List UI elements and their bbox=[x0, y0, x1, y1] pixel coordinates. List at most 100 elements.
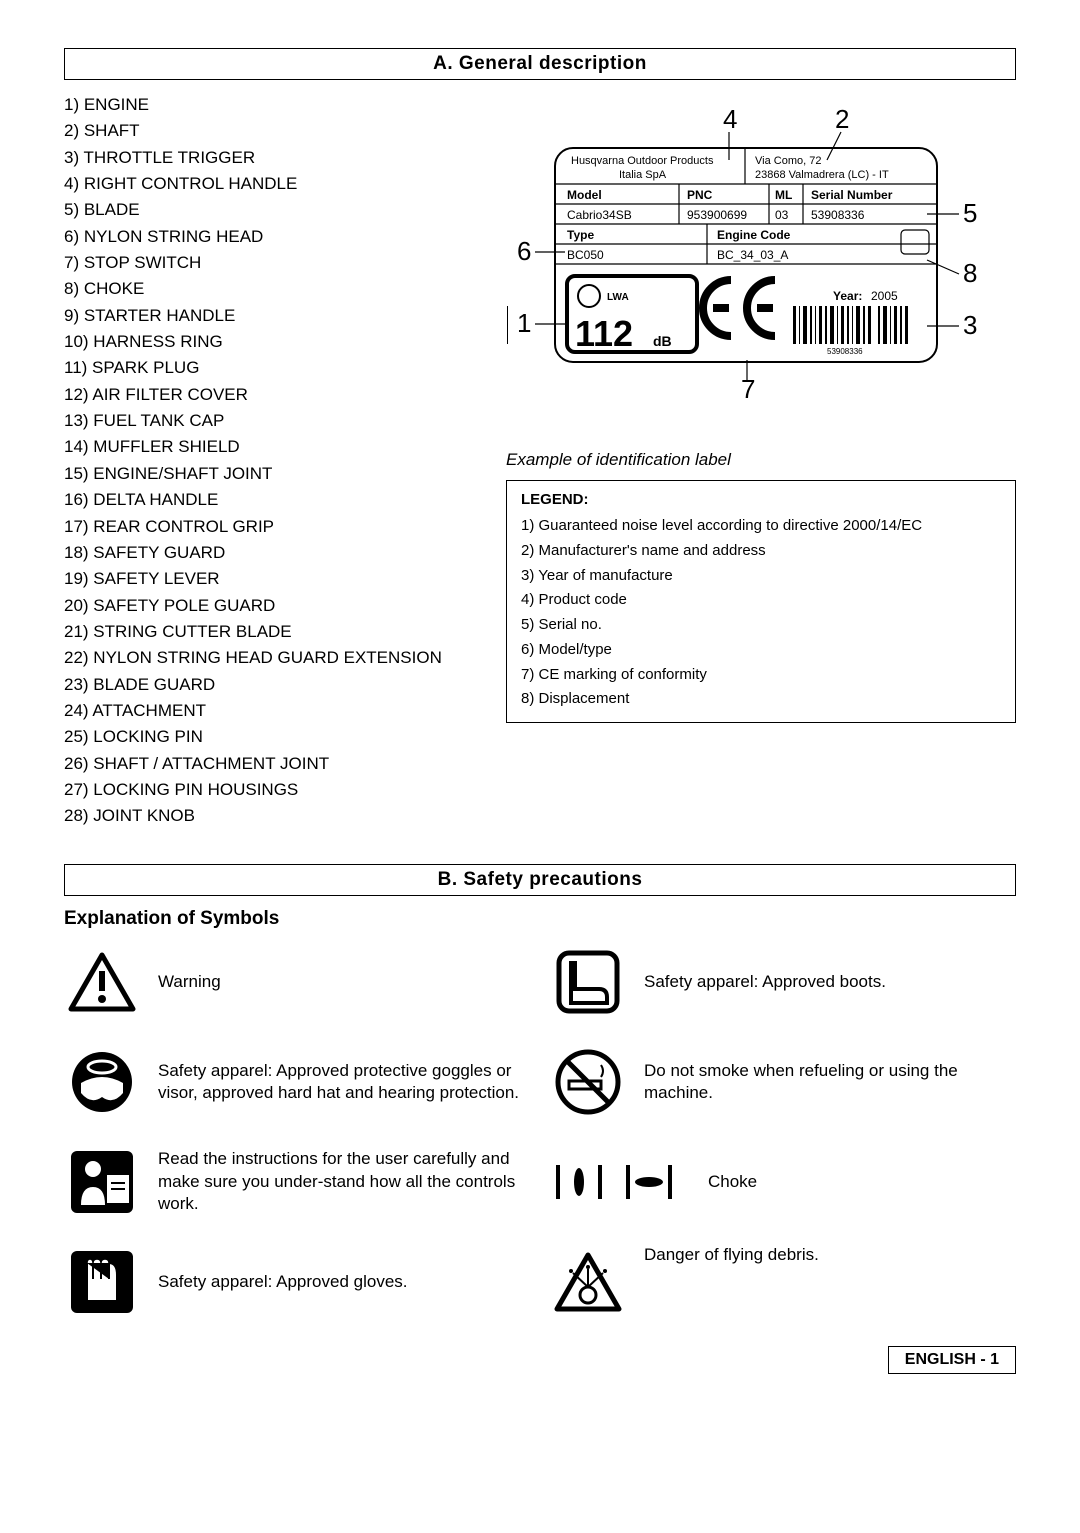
label-caption: Example of identification label bbox=[506, 450, 1016, 470]
part-item: 22) NYLON STRING HEAD GUARD EXTENSION bbox=[64, 645, 454, 671]
parts-column: 1) ENGINE 2) SHAFT 3) THROTTLE TRIGGER 4… bbox=[64, 92, 454, 830]
part-item: 9) STARTER HANDLE bbox=[64, 303, 454, 329]
callout-4: 4 bbox=[723, 104, 737, 134]
part-item: 28) JOINT KNOB bbox=[64, 803, 454, 829]
label-mfr2: Italia SpA bbox=[619, 169, 667, 181]
gloves-icon bbox=[64, 1244, 140, 1320]
part-item: 5) BLADE bbox=[64, 197, 454, 223]
symbol-text: Safety apparel: Approved gloves. bbox=[158, 1271, 530, 1293]
label-lwa: LWA bbox=[607, 292, 629, 303]
label-column: 4 2 6 1 5 8 3 7 bbox=[478, 92, 1016, 830]
legend-title: LEGEND: bbox=[521, 491, 1001, 508]
legend-item: 4) Product code bbox=[521, 588, 1001, 613]
part-item: 23) BLADE GUARD bbox=[64, 672, 454, 698]
legend-item: 1) Guaranteed noise level according to d… bbox=[521, 514, 1001, 539]
label-barcode-number: 53908336 bbox=[827, 347, 863, 356]
callout-8: 8 bbox=[963, 258, 977, 288]
part-item: 7) STOP SWITCH bbox=[64, 250, 454, 276]
symbol-read-manual: Read the instructions for the user caref… bbox=[64, 1144, 530, 1220]
symbol-goggles: Safety apparel: Approved protective gogg… bbox=[64, 1044, 530, 1120]
part-item: 14) MUFFLER SHIELD bbox=[64, 434, 454, 460]
legend-item: 6) Model/type bbox=[521, 638, 1001, 663]
part-item: 10) HARNESS RING bbox=[64, 329, 454, 355]
symbol-gloves: Safety apparel: Approved gloves. bbox=[64, 1244, 530, 1320]
label-h-model: Model bbox=[567, 188, 602, 202]
legend-item: 7) CE marking of conformity bbox=[521, 663, 1001, 688]
part-item: 25) LOCKING PIN bbox=[64, 724, 454, 750]
label-year-label: Year: bbox=[833, 289, 862, 303]
callout-3: 3 bbox=[963, 310, 977, 340]
symbol-boots: Safety apparel: Approved boots. bbox=[550, 944, 1016, 1020]
choke-icon bbox=[550, 1144, 690, 1220]
id-label-svg: 4 2 6 1 5 8 3 7 bbox=[507, 100, 987, 430]
part-item: 13) FUEL TANK CAP bbox=[64, 408, 454, 434]
part-item: 21) STRING CUTTER BLADE bbox=[64, 619, 454, 645]
boots-icon bbox=[550, 944, 626, 1020]
label-h-ml: ML bbox=[775, 188, 792, 202]
part-item: 3) THROTTLE TRIGGER bbox=[64, 145, 454, 171]
goggles-icon bbox=[64, 1044, 140, 1120]
warning-icon bbox=[64, 944, 140, 1020]
symbol-debris: Danger of flying debris. bbox=[550, 1244, 1016, 1320]
part-item: 17) REAR CONTROL GRIP bbox=[64, 514, 454, 540]
label-v-model: Cabrio34SB bbox=[567, 208, 632, 222]
callout-2: 2 bbox=[835, 104, 849, 134]
symbols-subheading: Explanation of Symbols bbox=[64, 908, 1016, 930]
label-h-serial: Serial Number bbox=[811, 188, 893, 202]
no-smoke-icon bbox=[550, 1044, 626, 1120]
label-addr1: Via Como, 72 bbox=[755, 155, 821, 167]
symbol-text: Read the instructions for the user caref… bbox=[158, 1148, 530, 1214]
symbols-grid: Warning Safety apparel: Approved boots. … bbox=[64, 944, 1016, 1320]
part-item: 26) SHAFT / ATTACHMENT JOINT bbox=[64, 751, 454, 777]
label-h-pnc: PNC bbox=[687, 188, 713, 202]
part-item: 24) ATTACHMENT bbox=[64, 698, 454, 724]
label-h-engine: Engine Code bbox=[717, 228, 791, 242]
part-item: 1) ENGINE bbox=[64, 92, 454, 118]
callout-7: 7 bbox=[741, 374, 755, 404]
label-addr2: 23868 Valmadrera (LC) - IT bbox=[755, 169, 889, 181]
parts-list: 1) ENGINE 2) SHAFT 3) THROTTLE TRIGGER 4… bbox=[64, 92, 454, 830]
read-manual-icon bbox=[64, 1144, 140, 1220]
part-item: 16) DELTA HANDLE bbox=[64, 487, 454, 513]
label-db-value: 112 bbox=[575, 313, 633, 354]
part-item: 12) AIR FILTER COVER bbox=[64, 382, 454, 408]
legend-list: 1) Guaranteed noise level according to d… bbox=[521, 514, 1001, 712]
section-b-header: B. Safety precautions bbox=[64, 864, 1016, 896]
label-h-type: Type bbox=[567, 228, 594, 242]
part-item: 6) NYLON STRING HEAD bbox=[64, 224, 454, 250]
symbol-text: Safety apparel: Approved boots. bbox=[644, 971, 1016, 993]
symbol-text: Choke bbox=[708, 1171, 1016, 1193]
callout-6: 6 bbox=[517, 236, 531, 266]
part-item: 4) RIGHT CONTROL HANDLE bbox=[64, 171, 454, 197]
part-item: 15) ENGINE/SHAFT JOINT bbox=[64, 461, 454, 487]
part-item: 20) SAFETY POLE GUARD bbox=[64, 593, 454, 619]
legend-item: 8) Displacement bbox=[521, 687, 1001, 712]
label-v-ml: 03 bbox=[775, 208, 789, 222]
debris-icon bbox=[550, 1244, 626, 1320]
symbol-text: Safety apparel: Approved protective gogg… bbox=[158, 1060, 530, 1104]
label-mfr1: Husqvarna Outdoor Products bbox=[571, 155, 714, 167]
section-a-body: 1) ENGINE 2) SHAFT 3) THROTTLE TRIGGER 4… bbox=[64, 92, 1016, 830]
section-a-header: A. General description bbox=[64, 48, 1016, 80]
label-v-engine: BC_34_03_A bbox=[717, 248, 788, 262]
callout-5: 5 bbox=[963, 198, 977, 228]
label-v-pnc: 953900699 bbox=[687, 208, 747, 222]
label-v-serial: 53908336 bbox=[811, 208, 865, 222]
part-item: 19) SAFETY LEVER bbox=[64, 566, 454, 592]
part-item: 27) LOCKING PIN HOUSINGS bbox=[64, 777, 454, 803]
part-item: 2) SHAFT bbox=[64, 118, 454, 144]
section-b: B. Safety precautions Explanation of Sym… bbox=[64, 864, 1016, 1320]
part-item: 8) CHOKE bbox=[64, 276, 454, 302]
legend-item: 2) Manufacturer's name and address bbox=[521, 539, 1001, 564]
part-item: 18) SAFETY GUARD bbox=[64, 540, 454, 566]
page-footer: ENGLISH - 1 bbox=[64, 1346, 1016, 1374]
legend-item: 5) Serial no. bbox=[521, 613, 1001, 638]
label-year-value: 2005 bbox=[871, 289, 898, 303]
symbol-nosmoke: Do not smoke when refueling or using the… bbox=[550, 1044, 1016, 1120]
symbol-text: Warning bbox=[158, 971, 530, 993]
footer-language-page: ENGLISH - 1 bbox=[888, 1346, 1016, 1374]
symbol-text: Danger of flying debris. bbox=[644, 1244, 1016, 1266]
label-v-type: BC050 bbox=[567, 248, 604, 262]
symbol-text: Do not smoke when refueling or using the… bbox=[644, 1060, 1016, 1104]
label-db-unit: dB bbox=[653, 333, 672, 349]
